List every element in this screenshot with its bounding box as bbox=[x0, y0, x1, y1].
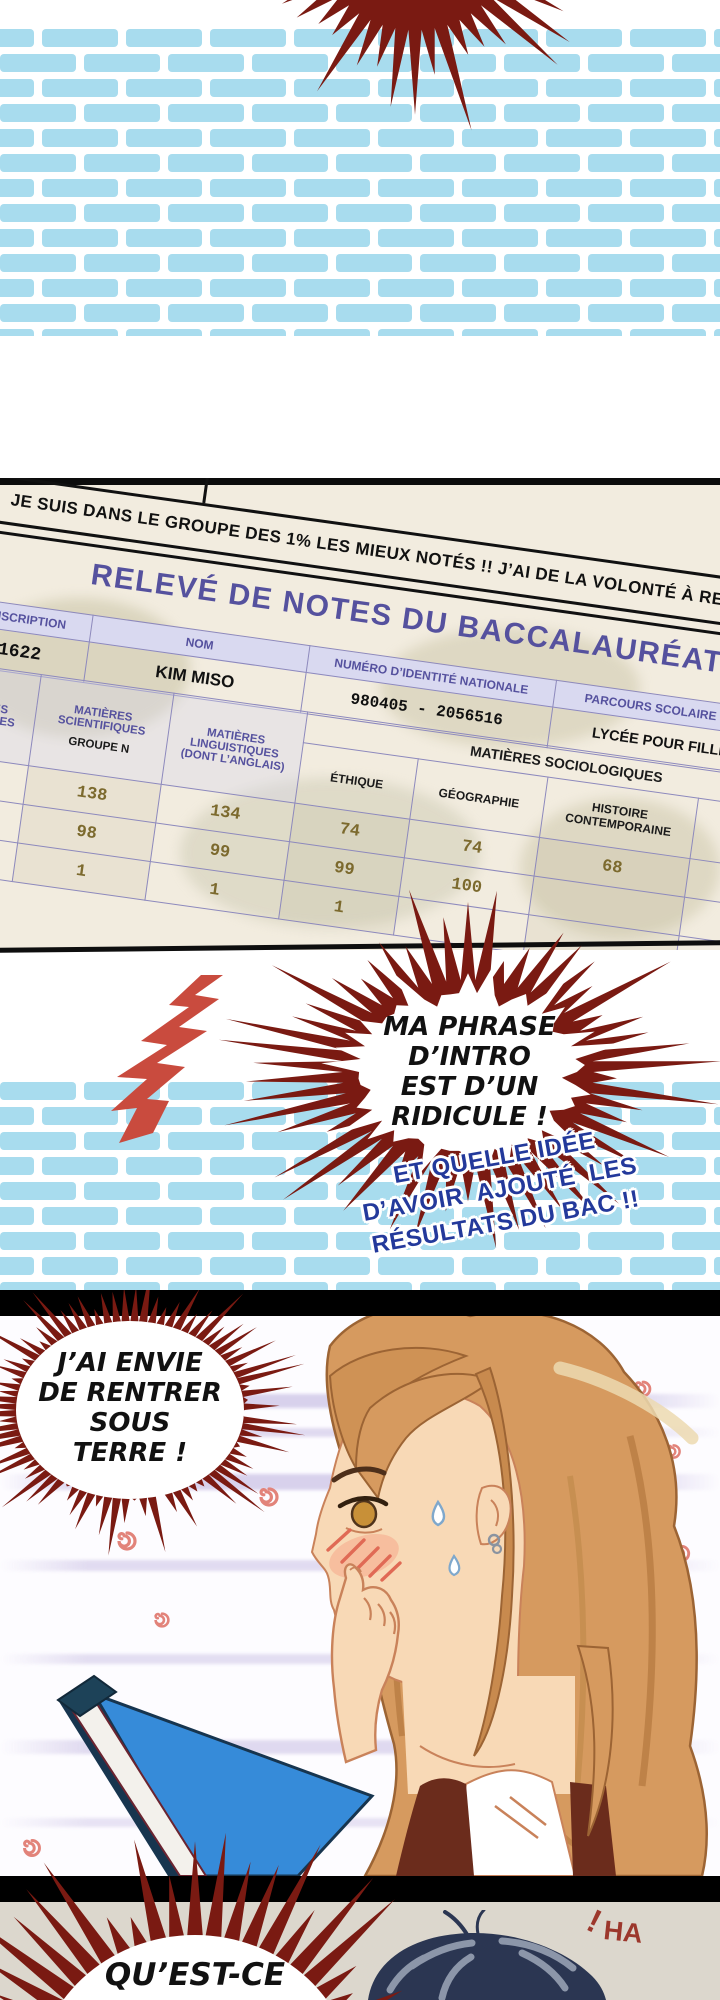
sweat-drop-icon bbox=[431, 1499, 446, 1527]
bubble-line: TERRE ! bbox=[72, 1438, 188, 1469]
scream-burst-top-icon bbox=[281, 0, 570, 131]
bubble-line: D’INTRO bbox=[408, 1042, 531, 1073]
shame-bubble-text: J’AI ENVIE DE RENTRER SOUS TERRE ! bbox=[24, 1348, 236, 1469]
bubble-line: SOUS bbox=[89, 1408, 171, 1439]
dark-haired-head-illustration bbox=[368, 1910, 606, 2000]
transcript-content: JE SUIS DANS LE GROUPE DES 1% LES MIEUX … bbox=[0, 478, 720, 950]
laugh-text: HA bbox=[602, 1914, 645, 1949]
blush-strokes bbox=[326, 1528, 402, 1582]
woman-reading-illustration bbox=[310, 1316, 708, 1876]
laugh-sfx: !HA bbox=[581, 1902, 645, 1951]
paper-stain bbox=[520, 798, 720, 938]
scream-burst-bottom-icon bbox=[0, 1832, 403, 2000]
sweat-drop-icon bbox=[448, 1553, 461, 1577]
bottom-burst-text: QU’EST-CE bbox=[60, 1957, 330, 1994]
speech-bubble-burst bbox=[0, 1290, 306, 1556]
transcript-document: JE SUIS DANS LE GROUPE DES 1% LES MIEUX … bbox=[0, 478, 720, 950]
bubble-line: QU’EST-CE bbox=[104, 1957, 286, 1993]
paper-stain bbox=[180, 778, 480, 928]
main-panel: J’AI ENVIE DE RENTRER SOUS TERRE ! bbox=[0, 1290, 720, 1902]
bubble-line: DE RENTRER bbox=[38, 1378, 222, 1409]
bubble-line: RIDICULE ! bbox=[391, 1102, 548, 1133]
intro-burst-text: MA PHRASE D’INTRO EST D’UN RIDICULE ! bbox=[352, 1012, 587, 1133]
zigzag-flash-icon bbox=[111, 975, 223, 1143]
scream-burst-icon bbox=[218, 889, 720, 1249]
blue-book-illustration bbox=[56, 1674, 375, 1876]
speed-streak bbox=[0, 1818, 720, 1827]
bubble-line: MA PHRASE bbox=[383, 1012, 556, 1042]
bubble-line: EST D’UN bbox=[400, 1072, 539, 1103]
bubble-line: J’AI ENVIE bbox=[57, 1348, 203, 1378]
panel-border bbox=[0, 478, 720, 485]
scribble-doodle-icon bbox=[0, 478, 5, 521]
